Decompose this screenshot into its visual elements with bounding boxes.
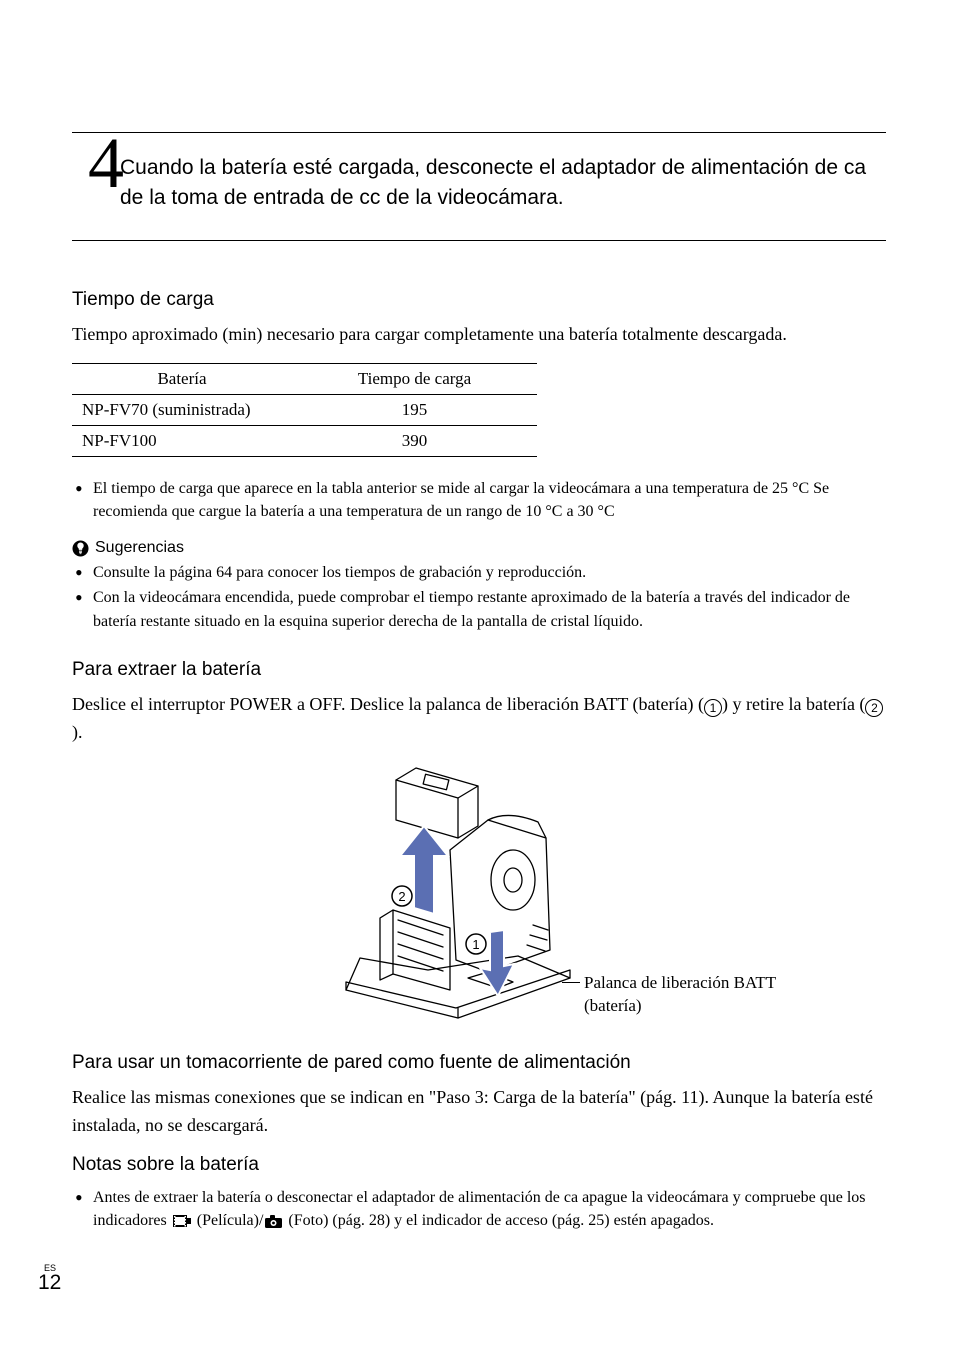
notes-list: Antes de extraer la batería o desconecta… xyxy=(72,1186,886,1232)
note-list: El tiempo de carga que aparece en la tab… xyxy=(72,477,886,523)
heading-charging-time: Tiempo de carga xyxy=(72,289,886,311)
table-row: NP-FV70 (suministrada) 195 xyxy=(72,394,537,425)
page-container: 4 Cuando la batería esté cargada, descon… xyxy=(0,0,954,1289)
circled-2-icon: 2 xyxy=(865,699,883,717)
page-number: 12 xyxy=(38,1271,61,1294)
tips-list: Consulte la página 64 para conocer los t… xyxy=(72,561,886,633)
battery-illustration: 2 1 Palanca de liberación BATT (batería) xyxy=(72,760,886,1030)
cell-battery: NP-FV70 (suministrada) xyxy=(72,394,292,425)
cell-time: 390 xyxy=(292,425,537,456)
charging-table: Batería Tiempo de carga NP-FV70 (suminis… xyxy=(72,363,537,457)
list-item: Consulte la página 64 para conocer los t… xyxy=(75,561,886,584)
heading-battery-notes: Notas sobre la batería xyxy=(72,1154,886,1176)
th-battery: Batería xyxy=(72,363,292,394)
tips-header: Sugerencias xyxy=(72,539,886,557)
list-item: Antes de extraer la batería o desconecta… xyxy=(75,1186,886,1232)
table-header-row: Batería Tiempo de carga xyxy=(72,363,537,394)
circled-1-icon: 1 xyxy=(704,699,722,717)
marker-1: 1 xyxy=(472,937,479,952)
page-footer: ES 12 xyxy=(38,1263,61,1295)
heading-remove-battery: Para extraer la batería xyxy=(72,659,886,681)
camera-icon xyxy=(265,1215,282,1228)
text-fragment: Deslice el interruptor POWER a OFF. Desl… xyxy=(72,694,704,714)
tips-label: Sugerencias xyxy=(95,539,184,557)
step-number: 4 xyxy=(88,127,124,199)
heading-wall-outlet: Para usar un tomacorriente de pared como… xyxy=(72,1052,886,1074)
text-fragment: (Película)/ xyxy=(193,1212,264,1229)
text-fragment: (Foto) (pág. 28) y el indicador de acces… xyxy=(284,1212,714,1229)
lightbulb-icon xyxy=(72,540,89,557)
cell-time: 195 xyxy=(292,394,537,425)
camcorder-line-art: 2 1 xyxy=(338,760,578,1020)
remove-battery-text: Deslice el interruptor POWER a OFF. Desl… xyxy=(72,691,886,747)
list-item: Con la videocámara encendida, puede comp… xyxy=(75,586,886,632)
intro-charging: Tiempo aproximado (min) necesario para c… xyxy=(72,321,886,349)
text-fragment: ). xyxy=(72,722,83,742)
table-row: NP-FV100 390 xyxy=(72,425,537,456)
wall-outlet-text: Realice las mismas conexiones que se ind… xyxy=(72,1084,886,1140)
text-fragment: ) y retire la batería ( xyxy=(722,694,865,714)
callout-leader-line xyxy=(562,982,580,983)
film-icon xyxy=(173,1214,191,1228)
list-item: El tiempo de carga que aparece en la tab… xyxy=(75,477,886,523)
step-block: 4 Cuando la batería esté cargada, descon… xyxy=(72,132,886,241)
th-time: Tiempo de carga xyxy=(292,363,537,394)
cell-battery: NP-FV100 xyxy=(72,425,292,456)
step-text: Cuando la batería esté cargada, desconec… xyxy=(120,141,886,214)
marker-2: 2 xyxy=(398,889,405,904)
callout-label: Palanca de liberación BATT (batería) xyxy=(584,972,814,1018)
